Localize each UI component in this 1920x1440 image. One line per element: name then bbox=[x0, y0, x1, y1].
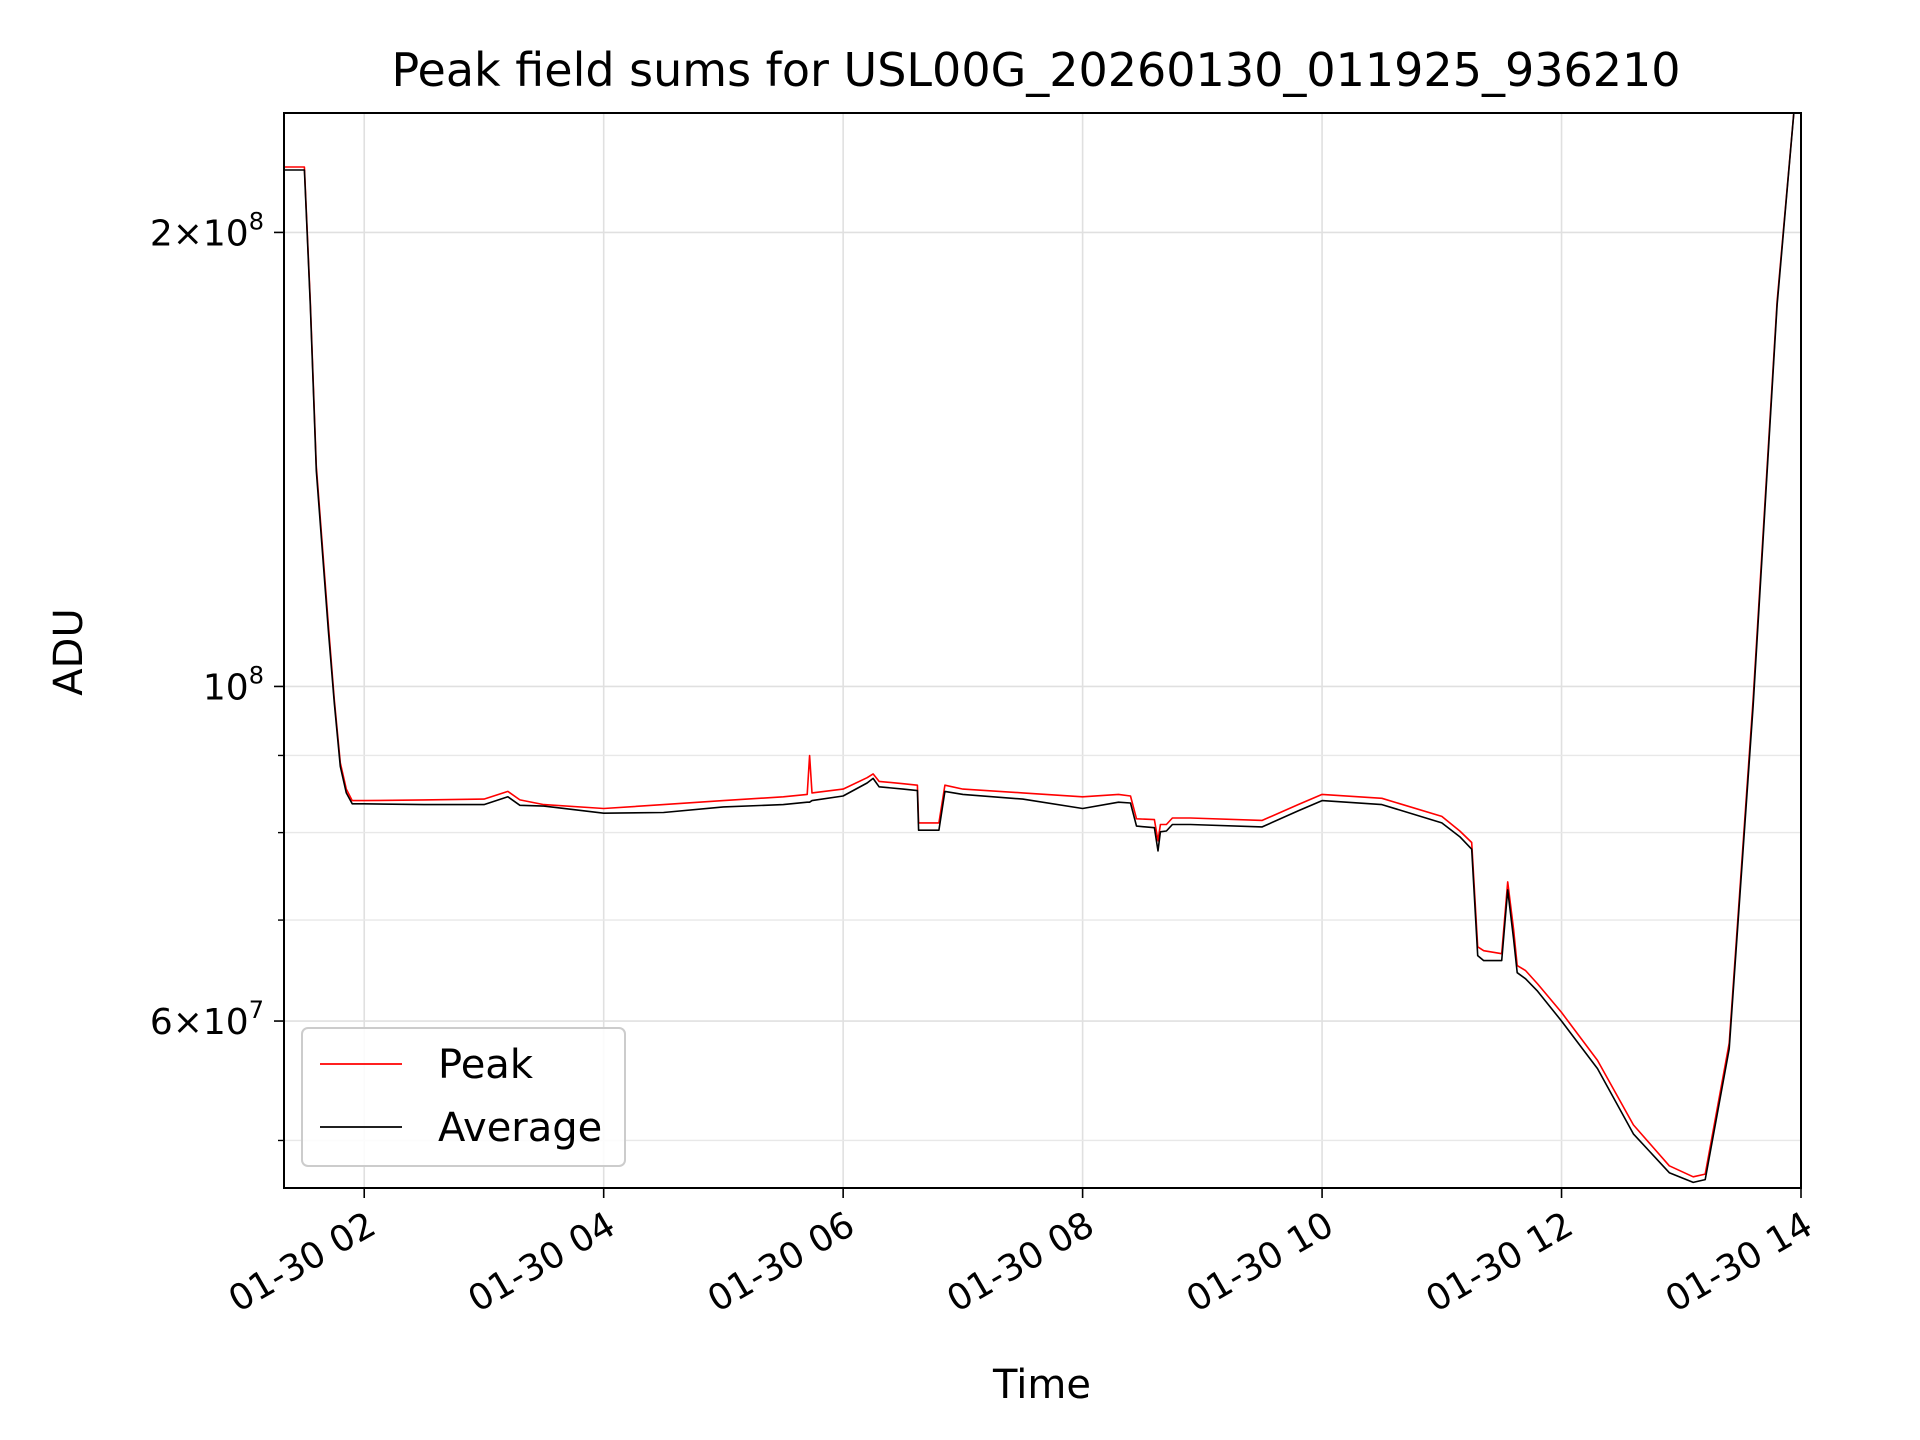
series-line-peak bbox=[284, 113, 1795, 1178]
series-line-average bbox=[284, 113, 1795, 1184]
y-tick-label: 2×108 bbox=[150, 207, 264, 254]
y-axis-label: ADU bbox=[46, 608, 92, 695]
legend-box bbox=[301, 1027, 626, 1167]
plot-frame bbox=[283, 112, 1802, 1189]
legend-average-label: Average bbox=[438, 1105, 602, 1151]
legend: Peak Average bbox=[301, 1027, 626, 1167]
series-layer bbox=[284, 113, 1795, 1184]
legend-peak-label: Peak bbox=[438, 1042, 534, 1088]
x-axis-label: Time bbox=[992, 1362, 1091, 1408]
y-tick-label: 6×107 bbox=[150, 996, 264, 1043]
chart-title: Peak field sums for USL00G_20260130_0119… bbox=[391, 43, 1680, 97]
